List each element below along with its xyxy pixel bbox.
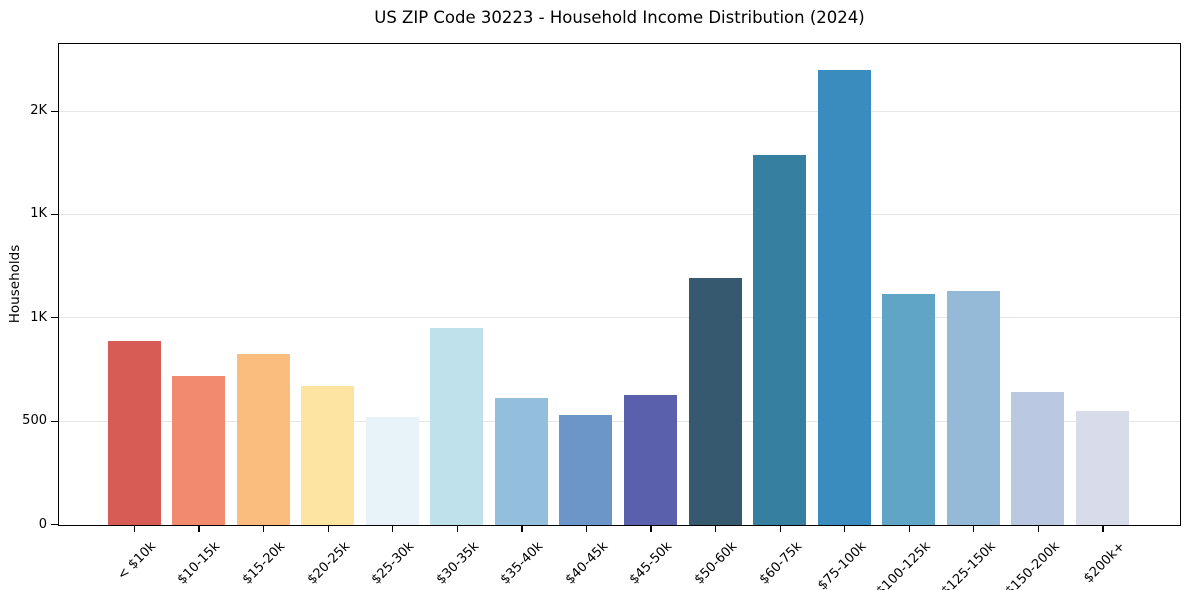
bar: [946, 290, 1000, 525]
x-tick-mark: [521, 526, 523, 532]
bar: [753, 154, 807, 525]
y-tick-mark: [51, 420, 58, 422]
gridline: [59, 420, 1180, 422]
bar: [1076, 410, 1130, 525]
x-tick-mark: [133, 526, 136, 532]
y-tick-mark: [51, 524, 58, 526]
y-tick-label: 0: [38, 516, 47, 532]
y-tick-label: 500: [22, 413, 47, 429]
x-tick-mark: [908, 526, 910, 532]
y-tick-label: 1K: [30, 309, 47, 325]
bar: [365, 417, 419, 525]
gridline: [59, 110, 1180, 112]
bar: [107, 341, 161, 525]
gridline: [59, 317, 1180, 319]
bar: [1011, 391, 1065, 525]
x-tick-mark: [456, 526, 458, 532]
x-tick-mark: [1037, 526, 1040, 532]
plot-area: [58, 43, 1181, 526]
y-tick-label: 1K: [30, 206, 47, 222]
x-tick-mark: [1102, 526, 1104, 532]
bar: [624, 394, 678, 525]
bar: [430, 328, 484, 525]
x-tick-mark: [585, 526, 588, 532]
bar: [172, 375, 226, 525]
y-tick-label: 2K: [30, 103, 47, 119]
x-tick-mark: [263, 526, 265, 532]
bar: [236, 353, 290, 525]
bar: [559, 414, 613, 525]
x-tick-mark: [779, 526, 781, 532]
bar: [882, 293, 936, 525]
bar: [817, 70, 871, 525]
gridline: [59, 213, 1180, 215]
bar: [301, 386, 355, 525]
y-tick-mark: [51, 213, 58, 216]
bar: [494, 397, 548, 525]
y-tick-mark: [51, 317, 58, 319]
chart-title: US ZIP Code 30223 - Household Income Dis…: [374, 8, 865, 27]
x-tick-mark: [650, 526, 652, 532]
x-tick-mark: [392, 526, 394, 532]
x-tick-mark: [198, 526, 200, 532]
bar: [688, 277, 742, 525]
x-tick-mark: [973, 526, 975, 532]
y-tick-mark: [51, 110, 58, 112]
x-tick-mark: [715, 526, 717, 532]
x-tick-mark: [844, 526, 846, 532]
x-tick-mark: [327, 526, 329, 532]
